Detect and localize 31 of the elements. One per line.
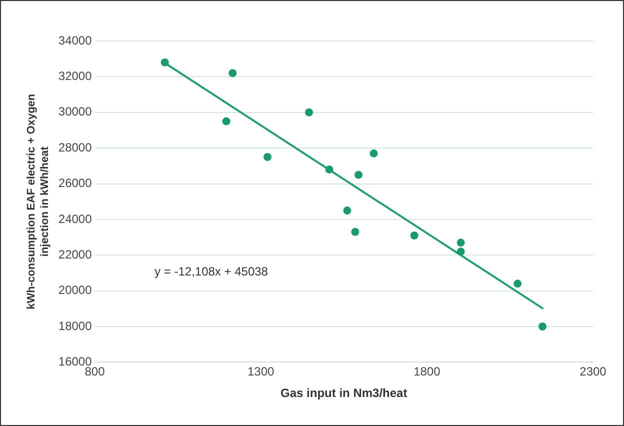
x-tick-label: 1300 xyxy=(247,364,275,379)
y-tick-label: 34000 xyxy=(58,33,92,48)
x-axis-title: Gas input in Nm3/heat xyxy=(280,386,408,400)
x-tick-label: 800 xyxy=(84,364,106,379)
y-axis-title: kWh-consumption EAF electric + Oxygen injection in kWh/heat xyxy=(26,94,51,310)
point xyxy=(514,280,522,288)
point xyxy=(456,238,465,247)
y-tick-label: 32000 xyxy=(58,69,92,83)
y-tick-label: 24000 xyxy=(58,212,92,226)
point xyxy=(538,322,547,331)
y-tick-label: 22000 xyxy=(58,247,92,262)
point xyxy=(228,69,237,78)
point xyxy=(354,170,362,179)
y-tick-label: 18000 xyxy=(58,318,92,333)
y-tick-label: 30000 xyxy=(58,104,92,119)
point xyxy=(351,228,360,236)
point xyxy=(263,152,272,161)
y-tick-label: 28000 xyxy=(58,140,92,154)
annotation: y = -12,108x + 45038 xyxy=(154,264,268,279)
point xyxy=(456,248,465,256)
point xyxy=(370,149,378,158)
y-tick-label: 20000 xyxy=(58,283,92,298)
point xyxy=(222,117,230,126)
x-tick-label: 2300 xyxy=(580,364,607,379)
point xyxy=(325,165,334,174)
y-tick-label: 26000 xyxy=(58,176,92,190)
point xyxy=(343,206,352,215)
point xyxy=(410,232,418,240)
point xyxy=(160,58,169,66)
x-tick-label: 1800 xyxy=(414,364,441,379)
point xyxy=(305,108,314,116)
